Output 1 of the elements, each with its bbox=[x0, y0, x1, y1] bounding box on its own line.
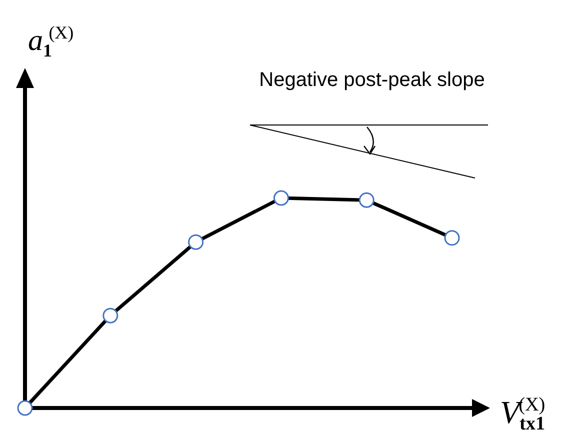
text: Negative post-peak slope bbox=[259, 69, 485, 91]
